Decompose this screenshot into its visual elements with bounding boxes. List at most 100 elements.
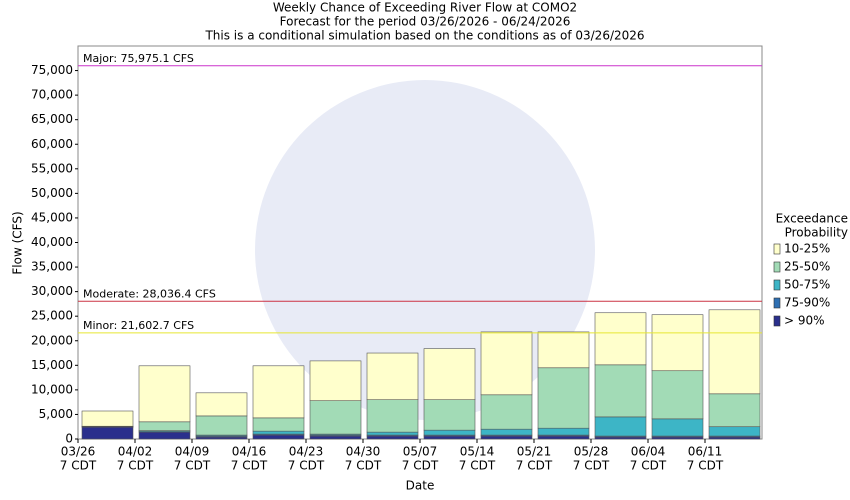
legend-swatch bbox=[773, 261, 781, 273]
x-axis-label: Date bbox=[406, 479, 435, 493]
bar-segment bbox=[252, 430, 305, 435]
x-tick-label: 05/14 bbox=[460, 445, 495, 459]
x-tick-label: 04/02 bbox=[118, 445, 153, 459]
chart-title: Forecast for the period 03/26/2026 - 06/… bbox=[280, 15, 571, 29]
y-tick-label: 45,000 bbox=[31, 210, 73, 224]
bar-segment bbox=[480, 428, 533, 436]
y-tick-label: 20,000 bbox=[31, 333, 73, 347]
bar-segment bbox=[195, 392, 248, 417]
x-tick-time: 7 CDT bbox=[288, 459, 325, 473]
bar-segment bbox=[195, 415, 248, 436]
x-tick-label: 03/26 bbox=[61, 445, 96, 459]
legend-title: Probability bbox=[785, 226, 848, 240]
bar-segment bbox=[423, 348, 476, 400]
bar-segment bbox=[537, 331, 590, 369]
bar-segment bbox=[594, 416, 647, 437]
y-tick-label: 15,000 bbox=[31, 358, 73, 372]
bar-segment bbox=[423, 435, 476, 440]
reference-label: Major: 75,975.1 CFS bbox=[83, 52, 194, 65]
legend-label: 75-90% bbox=[784, 296, 830, 310]
bar-segment bbox=[252, 417, 305, 432]
y-tick-label: 30,000 bbox=[31, 284, 73, 298]
legend-swatch bbox=[773, 297, 781, 309]
bar-segment bbox=[138, 421, 191, 431]
legend-label: 10-25% bbox=[784, 242, 830, 256]
y-tick-label: 5,000 bbox=[39, 407, 73, 421]
reference-label: Minor: 21,602.7 CFS bbox=[83, 319, 194, 332]
bar-segment bbox=[594, 364, 647, 418]
bar-segment bbox=[138, 365, 191, 423]
reference-label: Moderate: 28,036.4 CFS bbox=[83, 287, 216, 300]
y-tick-label: 40,000 bbox=[31, 235, 73, 249]
y-tick-label: 35,000 bbox=[31, 260, 73, 274]
x-tick-label: 04/16 bbox=[232, 445, 267, 459]
bar-segment bbox=[81, 426, 134, 440]
legend-title: Exceedance bbox=[776, 212, 848, 226]
x-tick-label: 04/23 bbox=[289, 445, 324, 459]
chart-title: Weekly Chance of Exceeding River Flow at… bbox=[273, 1, 577, 15]
bar-segment bbox=[708, 309, 761, 395]
bar-segment bbox=[651, 418, 704, 437]
y-tick-label: 70,000 bbox=[31, 88, 73, 102]
y-axis-label: Flow (CFS) bbox=[11, 211, 25, 274]
bar-segment bbox=[366, 431, 419, 436]
bar-segment bbox=[309, 435, 362, 440]
y-tick-label: 75,000 bbox=[31, 63, 73, 77]
y-tick-label: 65,000 bbox=[31, 112, 73, 126]
y-tick-label: 50,000 bbox=[31, 186, 73, 200]
legend-swatch bbox=[773, 315, 781, 327]
bar-segment bbox=[708, 393, 761, 428]
x-tick-time: 7 CDT bbox=[630, 459, 667, 473]
x-tick-label: 04/30 bbox=[346, 445, 381, 459]
y-tick-label: 10,000 bbox=[31, 382, 73, 396]
x-tick-label: 06/04 bbox=[631, 445, 666, 459]
x-tick-time: 7 CDT bbox=[459, 459, 496, 473]
bar-segment bbox=[651, 314, 704, 372]
bar-segment bbox=[480, 394, 533, 430]
legend-label: 50-75% bbox=[784, 278, 830, 292]
bar-segment bbox=[480, 331, 533, 396]
legend-label: > 90% bbox=[784, 314, 825, 328]
x-tick-time: 7 CDT bbox=[174, 459, 211, 473]
bar-segment bbox=[138, 431, 191, 440]
x-tick-time: 7 CDT bbox=[687, 459, 724, 473]
x-tick-label: 06/11 bbox=[688, 445, 723, 459]
bar-segment bbox=[366, 352, 419, 401]
y-tick-label: 0 bbox=[65, 432, 73, 446]
legend-swatch bbox=[773, 243, 781, 255]
bar-segment bbox=[537, 367, 590, 429]
bar-segment bbox=[651, 370, 704, 420]
bar-segment bbox=[423, 399, 476, 431]
y-tick-label: 55,000 bbox=[31, 161, 73, 175]
x-tick-time: 7 CDT bbox=[345, 459, 382, 473]
bar-segment bbox=[708, 426, 761, 437]
bar-segment bbox=[252, 365, 305, 419]
chart-title: This is a conditional simulation based o… bbox=[204, 29, 644, 43]
y-tick-label: 25,000 bbox=[31, 309, 73, 323]
bar-segment bbox=[252, 434, 305, 440]
bar-segment bbox=[366, 399, 419, 433]
bar-segment bbox=[537, 427, 590, 436]
bar-segment bbox=[309, 400, 362, 435]
x-tick-time: 7 CDT bbox=[402, 459, 439, 473]
x-tick-label: 04/09 bbox=[175, 445, 210, 459]
bar-segment bbox=[366, 435, 419, 440]
x-tick-time: 7 CDT bbox=[231, 459, 268, 473]
bar-segment bbox=[594, 312, 647, 366]
x-tick-label: 05/28 bbox=[574, 445, 609, 459]
bar-segment bbox=[480, 435, 533, 440]
x-tick-label: 05/07 bbox=[403, 445, 438, 459]
bar-segment bbox=[423, 429, 476, 436]
bar-segment bbox=[81, 410, 134, 427]
x-tick-time: 7 CDT bbox=[573, 459, 610, 473]
legend-swatch bbox=[773, 279, 781, 291]
legend-label: 25-50% bbox=[784, 260, 830, 274]
x-tick-time: 7 CDT bbox=[117, 459, 154, 473]
x-tick-time: 7 CDT bbox=[516, 459, 553, 473]
y-tick-label: 60,000 bbox=[31, 137, 73, 151]
x-tick-time: 7 CDT bbox=[60, 459, 97, 473]
x-tick-label: 05/21 bbox=[517, 445, 552, 459]
bar-segment bbox=[537, 435, 590, 440]
bar-segment bbox=[309, 360, 362, 401]
